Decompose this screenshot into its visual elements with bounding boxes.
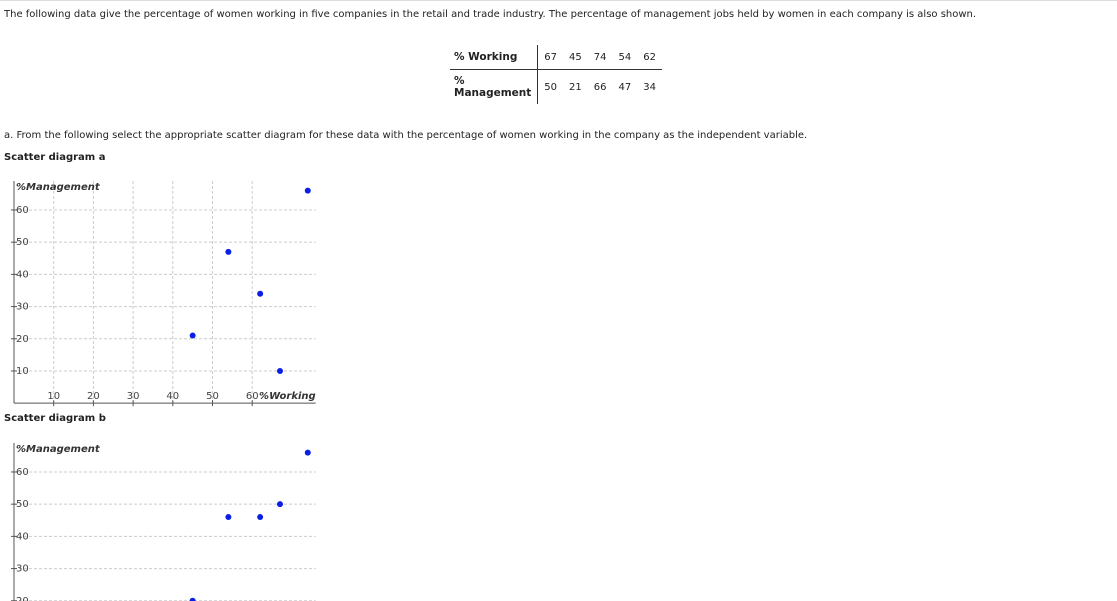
y-tick-label: 60 xyxy=(16,205,29,216)
y-tick-label: 20 xyxy=(16,334,29,345)
row-header: % Working xyxy=(450,45,539,70)
cell: 34 xyxy=(643,81,656,93)
table-row: % Working 67 45 74 54 62 xyxy=(450,45,662,70)
point xyxy=(304,449,311,456)
chart: 10 20 30 40 50 60 10 20 30 40 50 60 %Management %Work… xyxy=(8,176,323,410)
y-tick-label: 30 xyxy=(16,302,29,313)
y-tick-label: 20 xyxy=(16,596,29,601)
cell: 45 xyxy=(563,45,588,70)
point xyxy=(304,187,311,194)
point xyxy=(276,367,283,374)
x-tick-label: 60 xyxy=(246,391,259,402)
scatter-chart: 10 20 30 40 50 60 10 20 30 40 50 60 %Management %Work… xyxy=(11,181,316,407)
x-tick-label: 50 xyxy=(206,391,219,402)
x-tick-label: 30 xyxy=(127,391,140,402)
y-tick-label: 40 xyxy=(16,531,29,542)
x-tick-label: 40 xyxy=(166,391,179,402)
cell: 47 xyxy=(618,81,632,93)
y-tick-label: 10 xyxy=(16,366,29,377)
point xyxy=(276,501,283,508)
cell: 21 xyxy=(569,81,582,93)
intro-text: The following data give the percentage o… xyxy=(4,9,977,20)
cell: 67 xyxy=(537,45,564,70)
y-tick-label: 50 xyxy=(16,499,29,510)
cell: 74 xyxy=(587,45,613,70)
y-tick-label: 40 xyxy=(16,269,29,280)
point xyxy=(189,332,196,339)
point xyxy=(257,514,264,521)
x-tick-label: 10 xyxy=(47,391,60,402)
row-header: % Management xyxy=(450,69,539,104)
x-axis-label: %Working xyxy=(259,391,316,402)
x-tick-label: 20 xyxy=(87,391,100,402)
y-tick-label: 60 xyxy=(16,467,29,478)
y-axis-label: %Management xyxy=(16,182,101,193)
point xyxy=(189,597,196,601)
cell: 54 xyxy=(612,45,638,70)
data-table: % Working 67 45 74 54 62 % Management 50… xyxy=(450,45,662,104)
scatter-chart: 20 30 40 50 60 %Management xyxy=(11,443,316,601)
y-tick-label: 50 xyxy=(16,237,29,248)
table-row: % Management 50 21 66 47 34 xyxy=(450,69,662,104)
cell: 66 xyxy=(593,81,607,93)
y-axis-label: %Management xyxy=(16,444,101,455)
question-text: a. From the following select the appropr… xyxy=(4,130,808,141)
point xyxy=(225,248,232,255)
y-tick-label: 30 xyxy=(16,564,29,575)
point xyxy=(225,514,232,521)
chart-title: Scatter diagram b xyxy=(4,413,106,424)
point xyxy=(257,290,264,297)
cell: 62 xyxy=(637,45,662,70)
chart-title: Scatter diagram a xyxy=(4,152,106,163)
cell: 50 xyxy=(544,81,558,93)
chart: 20 30 40 50 60 %Management xyxy=(8,438,323,601)
